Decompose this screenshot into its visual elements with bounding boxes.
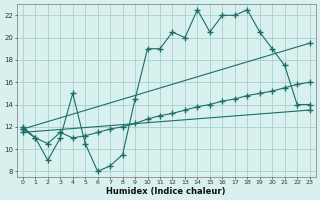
X-axis label: Humidex (Indice chaleur): Humidex (Indice chaleur) xyxy=(107,187,226,196)
